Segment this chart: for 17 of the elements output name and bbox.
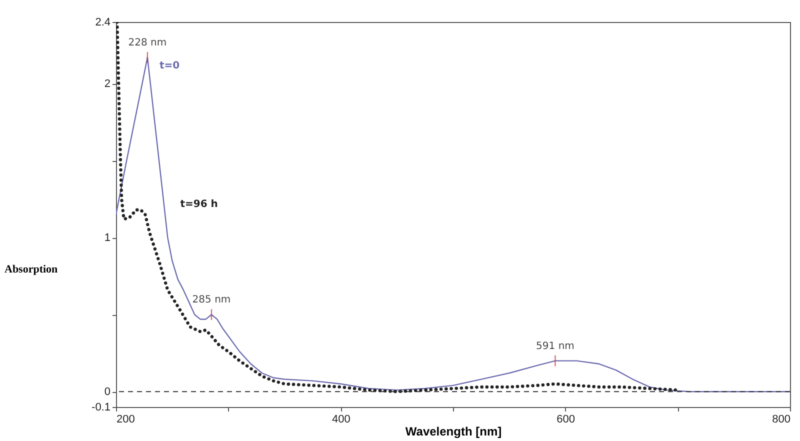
y-tick-label: 2.4 [95, 16, 110, 28]
series-label: t=0 [159, 60, 180, 72]
y-tick-label: 2 [104, 78, 110, 90]
text: t=96 h [180, 198, 218, 210]
x-tick-label: 200 [116, 414, 135, 426]
x-tick-label: 400 [332, 414, 350, 426]
line-series [116, 22, 680, 394]
y-tick-label: 0 [104, 386, 110, 398]
x-tick-label: 800 [772, 414, 790, 426]
annotation: 228 nm [128, 37, 167, 48]
x-tick-label: 600 [556, 414, 576, 426]
annotation: 285 nm [192, 294, 231, 306]
x-axis-title: Wavelength [nm] [405, 424, 502, 438]
y-tick-label: -0.1 [92, 402, 110, 414]
annotation: 591 nm [536, 340, 574, 352]
y-axis-title: Absorption [4, 264, 58, 276]
y-tick-label: 1 [104, 232, 110, 244]
